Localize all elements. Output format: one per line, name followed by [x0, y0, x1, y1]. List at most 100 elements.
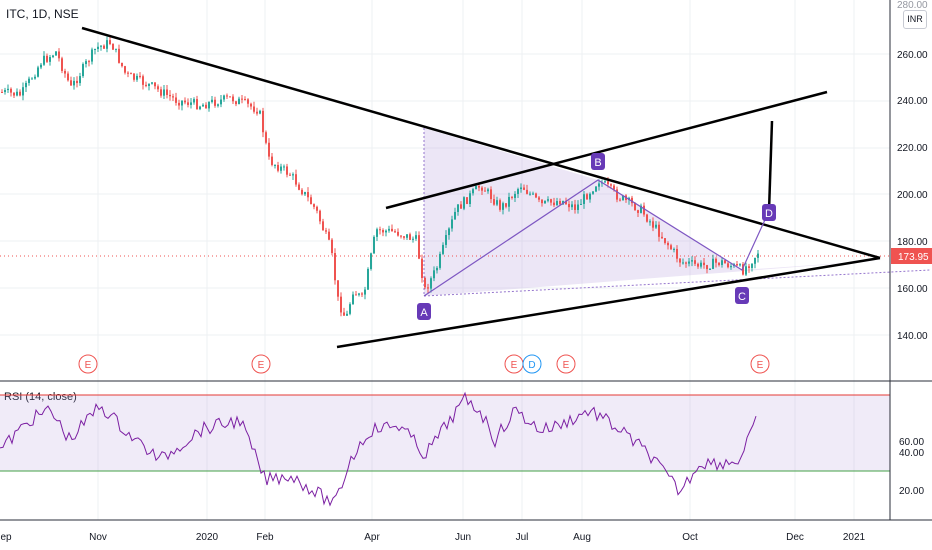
candle-body [202, 104, 204, 107]
candle-body [229, 96, 231, 98]
candle-body [319, 210, 321, 222]
pattern-dotted-base [423, 269, 931, 297]
rsi-axis[interactable]: 60.00 40.00 20.00 [899, 437, 924, 497]
candle-body [511, 196, 513, 198]
candle-body [247, 99, 249, 104]
candle-body [340, 296, 342, 313]
candle-body [118, 48, 120, 63]
candle-body [79, 76, 81, 84]
candle-body [277, 164, 279, 171]
time-tick: ep [0, 532, 12, 543]
candle-body [55, 51, 57, 56]
candle-body [280, 166, 282, 171]
price-tick: 200.00 [897, 190, 928, 201]
time-tick: Jun [455, 532, 471, 543]
candle-body [607, 181, 609, 185]
candle-body [565, 200, 567, 205]
currency-button[interactable]: INR [903, 10, 927, 29]
earnings-icon: E [511, 360, 518, 371]
candle-body [553, 202, 555, 206]
candle-body [97, 46, 99, 50]
candle-body [595, 186, 597, 192]
candle-body [253, 106, 255, 112]
candle-body [493, 199, 495, 205]
candle-body [529, 193, 531, 195]
candle-body [220, 99, 222, 105]
candle-body [487, 189, 489, 192]
candle-body [391, 228, 393, 232]
candle-body [4, 90, 6, 93]
candle-body [715, 258, 717, 263]
time-tick: Aug [573, 532, 591, 543]
candle-body [574, 204, 576, 210]
rsi-line [0, 391, 757, 507]
trendlines[interactable] [81, 26, 881, 349]
candle-body [166, 89, 168, 95]
candle-body [649, 221, 651, 223]
candle-body [400, 235, 402, 237]
abcd-pattern-line [423, 179, 770, 297]
candle-body [19, 91, 21, 96]
rsi-indicator-label[interactable]: RSI (14, close) [4, 391, 77, 403]
candle-body [559, 201, 561, 205]
candle-body [151, 82, 153, 84]
candle-body [106, 40, 108, 49]
candle-body [703, 262, 705, 266]
time-tick: Apr [364, 532, 380, 543]
candle-body [241, 98, 243, 100]
candle-body [10, 88, 12, 93]
candle-body [307, 192, 309, 198]
candle-body [757, 253, 759, 258]
channel-top-line [385, 90, 828, 210]
pattern-point-badges[interactable]: A B C D [417, 153, 776, 320]
candle-body [466, 197, 468, 204]
candle-body [544, 200, 546, 204]
candle-body [346, 313, 348, 316]
candle-body [184, 100, 186, 103]
time-axis[interactable]: ep Nov 2020 Feb Apr Jun Jul Aug Oct Dec … [0, 532, 865, 543]
candle-body [187, 102, 189, 105]
price-axis[interactable]: 260.00 240.00 220.00 200.00 180.00 160.0… [897, 0, 928, 342]
candle-body [568, 204, 570, 208]
candle-body [124, 66, 126, 73]
candle-body [736, 264, 738, 266]
candle-body [172, 96, 174, 98]
candle-body [631, 197, 633, 204]
candle-body [481, 187, 483, 191]
candle-body [694, 260, 696, 264]
candle-body [658, 224, 660, 237]
candle-body [109, 40, 111, 45]
candle-body [67, 73, 69, 81]
rsi-tick: 40.00 [899, 448, 924, 459]
time-tick: Feb [256, 532, 274, 543]
candle-body [367, 268, 369, 290]
time-tick: 2020 [196, 532, 219, 543]
price-tick: 240.00 [897, 96, 928, 107]
upper-trendline [81, 26, 881, 260]
candle-body [706, 265, 708, 270]
candle-body [439, 253, 441, 268]
time-tick: Dec [786, 532, 804, 543]
candle-body [742, 264, 744, 275]
candle-body [193, 99, 195, 103]
candle-body [139, 75, 141, 77]
event-markers[interactable]: E E E D E E [78, 354, 770, 374]
candle-body [556, 201, 558, 206]
candle-body [673, 248, 675, 250]
candle-body [40, 64, 42, 68]
candle-body [130, 73, 132, 75]
candle-body [532, 193, 534, 195]
candle-body [484, 190, 486, 192]
candle-body [34, 76, 36, 79]
candle-body [316, 206, 318, 211]
candle-body [295, 174, 297, 185]
candle-body [724, 260, 726, 264]
candle-body [235, 101, 237, 105]
candle-body [160, 89, 162, 96]
point-b-label: B [594, 157, 601, 169]
candle-body [430, 278, 432, 289]
candle-body [154, 82, 156, 87]
candle-body [373, 236, 375, 254]
candle-body [250, 103, 252, 107]
